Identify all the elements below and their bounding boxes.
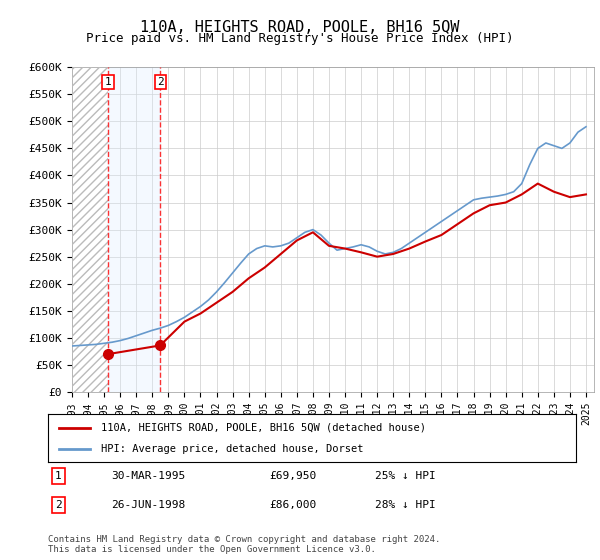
Text: 26-JUN-1998: 26-JUN-1998	[112, 500, 185, 510]
Text: 110A, HEIGHTS ROAD, POOLE, BH16 5QW: 110A, HEIGHTS ROAD, POOLE, BH16 5QW	[140, 20, 460, 35]
Bar	[72, 67, 108, 392]
Text: 2: 2	[55, 500, 62, 510]
Text: Contains HM Land Registry data © Crown copyright and database right 2024.
This d: Contains HM Land Registry data © Crown c…	[48, 535, 440, 554]
Text: 1: 1	[104, 77, 112, 87]
Text: 110A, HEIGHTS ROAD, POOLE, BH16 5QW (detached house): 110A, HEIGHTS ROAD, POOLE, BH16 5QW (det…	[101, 423, 426, 433]
Text: 1: 1	[55, 471, 62, 481]
Text: 28% ↓ HPI: 28% ↓ HPI	[376, 500, 436, 510]
Text: £86,000: £86,000	[270, 500, 317, 510]
Text: HPI: Average price, detached house, Dorset: HPI: Average price, detached house, Dors…	[101, 444, 364, 454]
Text: 2: 2	[157, 77, 164, 87]
Bar	[108, 67, 160, 392]
Bar	[72, 67, 108, 392]
Text: Price paid vs. HM Land Registry's House Price Index (HPI): Price paid vs. HM Land Registry's House …	[86, 32, 514, 45]
Text: £69,950: £69,950	[270, 471, 317, 481]
Text: 25% ↓ HPI: 25% ↓ HPI	[376, 471, 436, 481]
Text: 30-MAR-1995: 30-MAR-1995	[112, 471, 185, 481]
